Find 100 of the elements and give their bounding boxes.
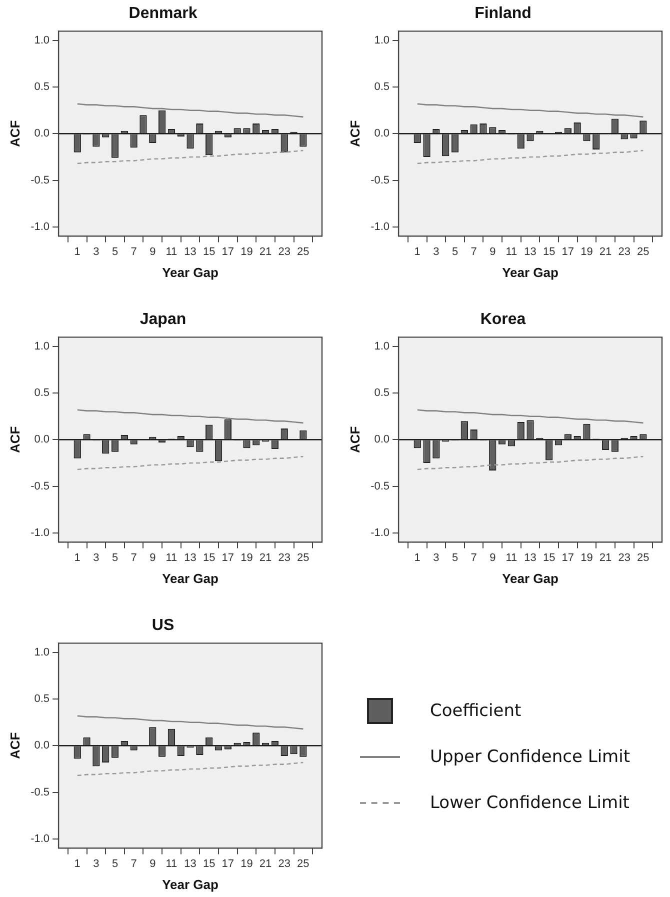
x-tick-label: 15: [542, 246, 556, 258]
line-series: [76, 762, 304, 776]
x-tick-label: 3: [433, 246, 440, 258]
x-tick-label: 1: [74, 246, 80, 258]
x-tick-label: 7: [470, 552, 477, 564]
x-tick-label: 11: [506, 246, 518, 258]
x-tick-label: 17: [222, 246, 234, 258]
x-tick-label: 3: [93, 552, 100, 564]
y-tick-label: -1.0: [30, 832, 50, 845]
x-tick-label: 11: [506, 552, 518, 564]
y-tick-label: 1.0: [34, 646, 50, 659]
x-tick-label: 23: [278, 858, 290, 870]
y-axis-title: ACF: [7, 120, 22, 148]
x-tick-label: 15: [542, 552, 556, 564]
x-tick-label: 17: [222, 858, 234, 870]
chart-title: Korea: [480, 311, 526, 328]
x-tick-label: 11: [166, 552, 178, 564]
x-axis-title: Year Gap: [162, 876, 219, 892]
y-tick-label: -1.0: [370, 220, 390, 233]
x-tick-label: 13: [524, 552, 536, 564]
x-tick-label: 5: [112, 552, 118, 564]
y-tick-label: 0.0: [34, 434, 50, 446]
y-tick-label: 0.0: [34, 128, 50, 140]
x-tick-label: 25: [297, 552, 310, 564]
x-tick-label: 9: [150, 246, 156, 258]
x-tick-label: 23: [278, 246, 290, 258]
x-axis-title: Year Gap: [162, 264, 219, 280]
x-tick-label: 25: [637, 552, 650, 564]
line-series: [76, 456, 304, 470]
x-tick-label: 3: [93, 246, 100, 258]
line-series: [76, 150, 304, 164]
y-tick-label: -0.5: [370, 174, 390, 186]
x-tick-label: 9: [150, 858, 156, 870]
x-tick-label: 15: [202, 858, 216, 870]
y-tick-label: -1.0: [30, 220, 50, 233]
y-tick-label: 0.5: [374, 81, 390, 94]
x-tick-label: 7: [130, 246, 137, 258]
x-tick-label: 15: [202, 246, 216, 258]
y-axis-title: ACF: [7, 732, 22, 760]
y-tick-label: -0.5: [30, 786, 50, 798]
x-tick-label: 3: [433, 552, 440, 564]
x-tick-label: 23: [618, 552, 630, 564]
chart-title: Denmark: [128, 5, 198, 22]
x-tick-label: 25: [637, 246, 650, 258]
y-axis-title: ACF: [7, 426, 22, 454]
x-axis-title: Year Gap: [502, 570, 559, 586]
y-axis-title: ACF: [347, 120, 362, 148]
x-tick-label: 19: [580, 246, 593, 258]
legend-label: Coefficient: [430, 701, 522, 721]
x-tick-label: 1: [414, 246, 420, 258]
line-series: [416, 456, 644, 470]
x-tick-label: 17: [562, 552, 574, 564]
x-tick-label: 9: [490, 246, 496, 258]
x-tick-label: 13: [184, 858, 196, 870]
y-tick-label: 1.0: [374, 34, 390, 47]
x-tick-label: 15: [202, 552, 216, 564]
x-tick-label: 13: [184, 246, 196, 258]
x-tick-label: 3: [93, 858, 100, 870]
y-tick-label: 1.0: [374, 340, 390, 353]
y-tick-label: -0.5: [30, 174, 50, 186]
x-tick-label: 19: [240, 552, 253, 564]
x-tick-label: 5: [112, 246, 118, 258]
x-axis-title: Year Gap: [162, 570, 219, 586]
x-axis-title: Year Gap: [502, 264, 559, 280]
x-tick-label: 9: [150, 552, 156, 564]
legend-label: Upper Confidence Limit: [430, 747, 630, 767]
x-tick-label: 21: [599, 552, 612, 564]
x-tick-label: 13: [524, 246, 536, 258]
y-tick-label: 0.0: [34, 740, 50, 752]
x-tick-label: 17: [222, 552, 234, 564]
x-tick-label: 21: [599, 246, 612, 258]
legend-label: Lower Confidence Limit: [430, 793, 630, 813]
x-tick-label: 11: [166, 246, 178, 258]
x-tick-label: 19: [240, 858, 253, 870]
x-tick-label: 21: [259, 858, 272, 870]
x-tick-label: 23: [618, 246, 630, 258]
x-tick-label: 5: [452, 246, 458, 258]
x-tick-label: 1: [74, 552, 80, 564]
x-tick-label: 17: [562, 246, 574, 258]
line-series: [416, 150, 644, 164]
x-tick-label: 21: [259, 552, 272, 564]
x-tick-label: 7: [470, 246, 477, 258]
y-tick-label: 0.5: [34, 81, 50, 94]
y-tick-label: -0.5: [370, 480, 390, 492]
x-tick-label: 9: [490, 552, 496, 564]
x-tick-label: 1: [414, 552, 420, 564]
x-tick-label: 25: [297, 858, 310, 870]
chart-title: Japan: [140, 311, 186, 328]
chart-title: Finland: [474, 5, 532, 22]
y-tick-label: 0.5: [374, 387, 390, 400]
y-axis-title: ACF: [347, 426, 362, 454]
y-tick-label: 0.0: [374, 434, 390, 446]
x-tick-label: 23: [278, 552, 290, 564]
x-tick-label: 19: [580, 552, 593, 564]
y-tick-label: -0.5: [30, 480, 50, 492]
y-tick-label: 0.0: [374, 128, 390, 140]
y-tick-label: 1.0: [34, 34, 50, 47]
chart-title: US: [152, 617, 174, 634]
x-tick-label: 5: [112, 858, 118, 870]
x-tick-label: 7: [130, 552, 137, 564]
